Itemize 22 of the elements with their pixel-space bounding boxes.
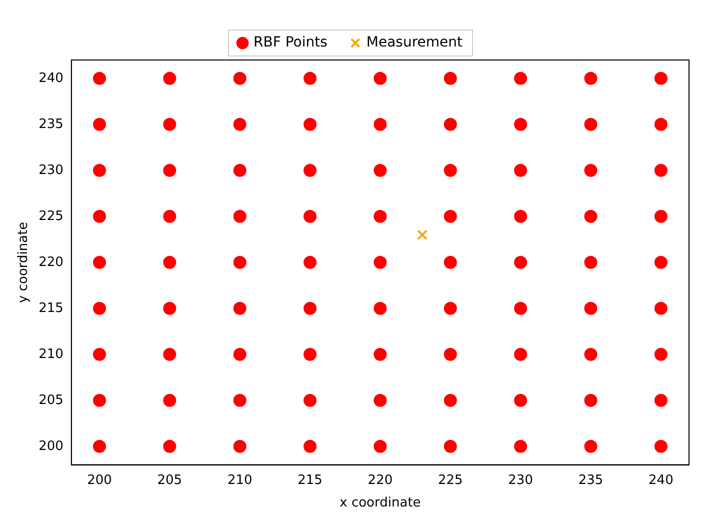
y-tick-label: 220 — [38, 254, 64, 270]
x-tick-label: 225 — [438, 472, 463, 488]
y-tick-label: 215 — [38, 300, 64, 316]
x-axis-title: x coordinate — [340, 496, 421, 511]
legend-label: Measurement — [366, 34, 464, 51]
x-tick-label: 230 — [508, 472, 533, 488]
legend-label: RBF Points — [254, 34, 328, 51]
y-tick-label: 230 — [38, 162, 64, 178]
y-tick-label: 225 — [38, 208, 64, 224]
x-tick-label: 215 — [298, 472, 322, 488]
y-tick-label: 240 — [38, 70, 64, 86]
y-tick-label: 235 — [38, 116, 64, 132]
x-tick-label: 240 — [648, 472, 674, 488]
x-tick-label: 210 — [227, 472, 252, 488]
y-tick-label: 210 — [38, 346, 64, 362]
x-tick-label: 235 — [578, 472, 604, 488]
y-tick-label: 200 — [38, 438, 64, 454]
x-tick-label: 200 — [87, 472, 112, 488]
y-tick-label: 205 — [38, 392, 64, 408]
y-axis-title: y coordinate — [16, 222, 32, 303]
x-tick-label: 205 — [157, 472, 182, 488]
x-tick-label: 220 — [368, 472, 393, 488]
